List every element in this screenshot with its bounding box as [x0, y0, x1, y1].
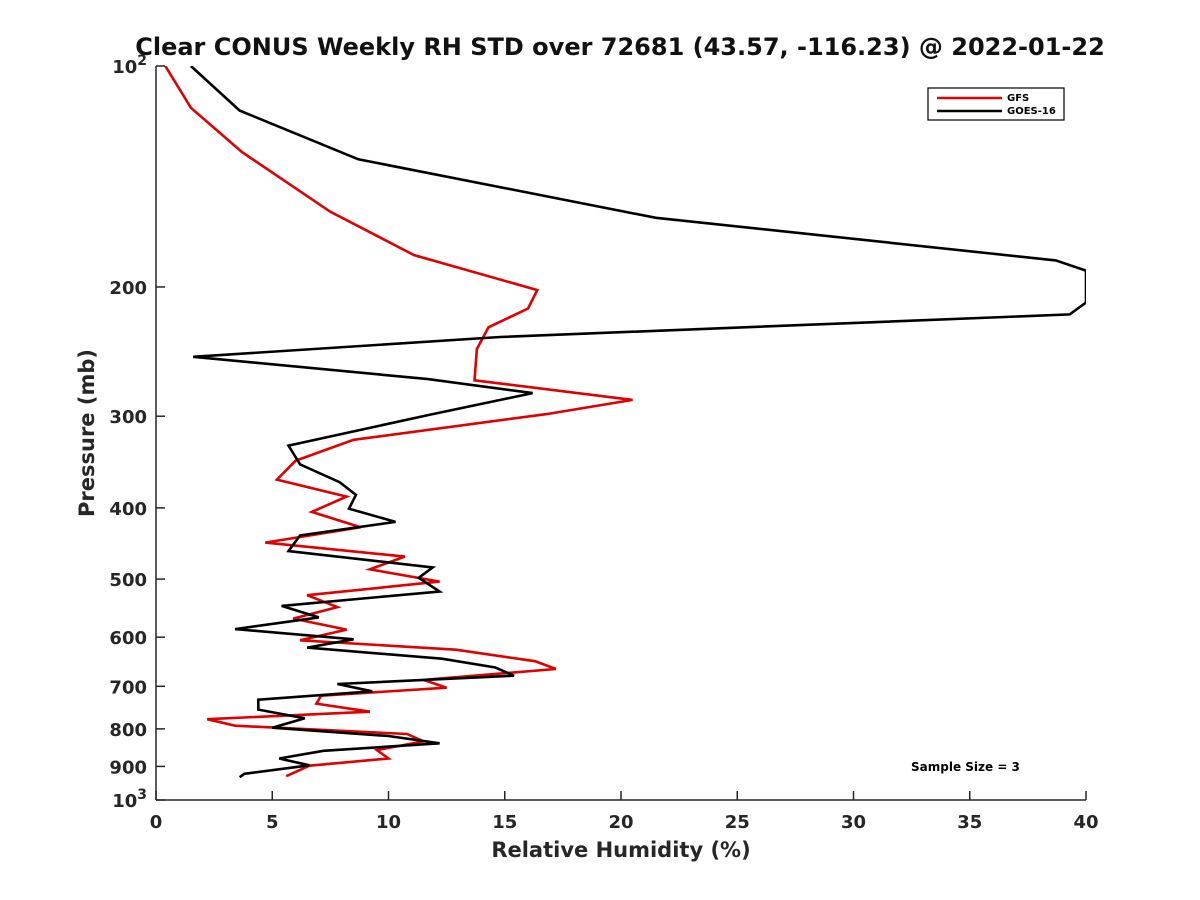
legend-box [927, 87, 1065, 121]
y-axis-label: Pressure (mb) [75, 349, 99, 517]
sample-size-annotation: Sample Size = 3 [911, 760, 1020, 774]
y-tick-label: 600 [109, 628, 147, 649]
y-tick-label: 700 [109, 677, 147, 698]
x-tick-label: 15 [492, 812, 517, 833]
plot-area [156, 66, 1086, 800]
y-tick-label: 102 [112, 53, 147, 78]
x-axis-ticks: 0 5 10 15 20 25 30 35 40 [150, 791, 1099, 833]
chart-title: Clear CONUS Weekly RH STD over 72681 (43… [135, 33, 1105, 61]
x-tick-label: 40 [1073, 812, 1098, 833]
x-tick-label: 25 [725, 812, 750, 833]
series-line-gfs [164, 66, 633, 778]
x-axis-label: Relative Humidity (%) [491, 838, 750, 862]
y-tick-label: 300 [109, 407, 147, 428]
x-tick-label: 30 [841, 812, 866, 833]
y-tick-label: 900 [109, 757, 147, 778]
x-tick-label: 20 [608, 812, 633, 833]
y-axis-ticks: 102 200 300 400 500 600 700 800 900 103 [109, 53, 165, 812]
y-tick-label: 103 [112, 787, 147, 812]
y-tick-label: 500 [109, 570, 147, 591]
legend-label-gfs: GFS [1007, 93, 1029, 104]
legend: GFS GOES-16 [927, 87, 1065, 121]
x-tick-label: 35 [957, 812, 982, 833]
series-line-goes16 [190, 66, 1086, 779]
y-tick-label: 200 [109, 278, 147, 299]
legend-label-goes16: GOES-16 [1007, 106, 1056, 117]
series-layer [164, 66, 1086, 779]
x-tick-label: 5 [266, 812, 279, 833]
x-tick-label: 0 [150, 812, 163, 833]
y-tick-label: 800 [109, 720, 147, 741]
y-tick-label: 400 [109, 499, 147, 520]
x-tick-label: 10 [376, 812, 401, 833]
